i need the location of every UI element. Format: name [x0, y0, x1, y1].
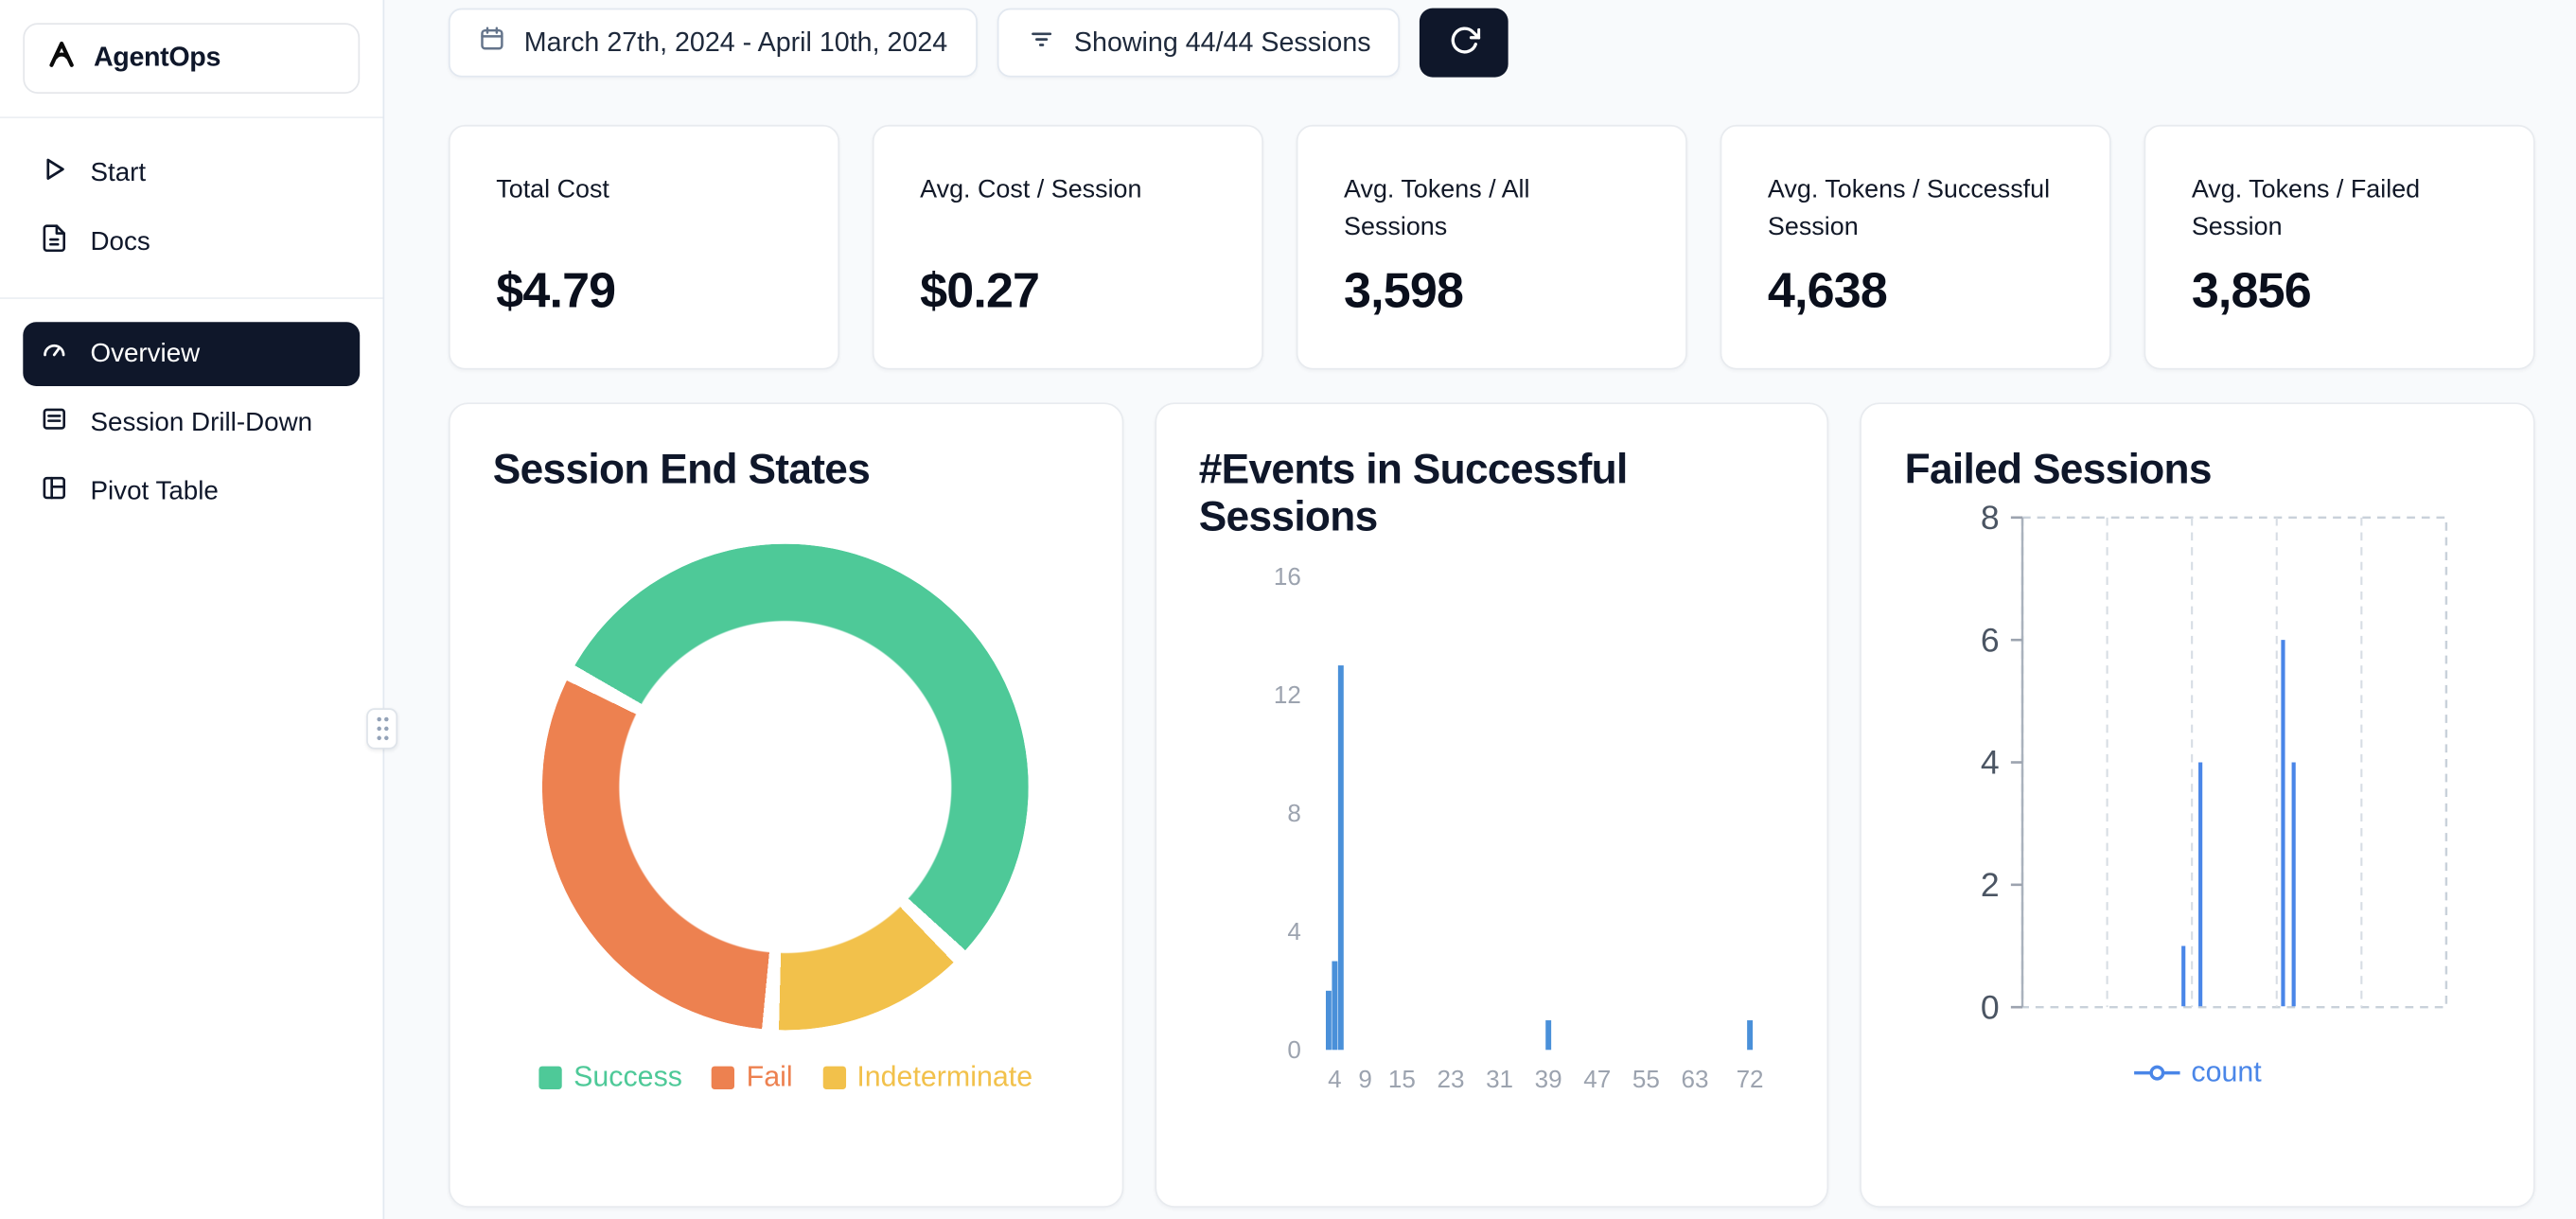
refresh-icon [1449, 25, 1481, 61]
stat-card-total-cost: Total Cost $4.79 [448, 124, 840, 370]
legend-label: Success [573, 1060, 682, 1093]
sidebar-item-label: Pivot Table [90, 477, 219, 505]
stats-row: Total Cost $4.79 Avg. Cost / Session $0.… [448, 124, 2535, 370]
failed-chart-legend[interactable]: count [1905, 1055, 2491, 1089]
failed-legend-label: count [2191, 1055, 2262, 1088]
svg-text:16: 16 [1273, 561, 1300, 590]
svg-text:47: 47 [1583, 1065, 1611, 1093]
stat-label: Avg. Tokens / Successful Session [1767, 175, 2051, 242]
list-panel-icon [40, 404, 69, 442]
main-content: March 27th, 2024 - April 10th, 2024 Show… [384, 0, 2576, 1219]
drag-dots-icon [376, 716, 388, 741]
stat-label: Avg. Cost / Session [920, 175, 1142, 204]
sidebar-item-session-drilldown[interactable]: Session Drill-Down [23, 391, 360, 455]
chart-title: Failed Sessions [1904, 447, 2213, 493]
donut-legend-item[interactable]: Fail [712, 1060, 793, 1094]
legend-swatch [712, 1066, 735, 1089]
legend-label: Fail [746, 1060, 793, 1093]
legend-label: Indeterminate [856, 1060, 1033, 1093]
svg-text:31: 31 [1486, 1065, 1513, 1093]
session-end-states-donut [542, 544, 1030, 1032]
svg-text:4: 4 [1982, 744, 2001, 782]
sidebar-divider [0, 116, 383, 118]
line-marker-icon [2133, 1065, 2180, 1081]
sidebar-item-label: Docs [90, 227, 150, 256]
sidebar-item-docs[interactable]: Docs [23, 210, 360, 274]
stat-value: 4,638 [1767, 264, 1888, 319]
failed-sessions-card: Failed Sessions 0 2 4 6 8 count [1860, 402, 2535, 1208]
brand-name: AgentOps [93, 43, 221, 73]
svg-text:4: 4 [1287, 916, 1300, 945]
agentops-logo-icon [44, 37, 79, 80]
svg-text:12: 12 [1273, 680, 1300, 708]
svg-text:0: 0 [1982, 989, 2001, 1027]
svg-text:0: 0 [1287, 1034, 1300, 1063]
stat-label: Avg. Tokens / All Sessions [1344, 175, 1530, 242]
sidebar-item-label: Overview [90, 339, 201, 367]
sessions-filter-label: Showing 44/44 Sessions [1073, 26, 1371, 57]
charts-row: Session End States Success Fail Indeterm… [448, 402, 2535, 1208]
chart-title: Session End States [492, 447, 871, 493]
filter-icon [1027, 24, 1056, 62]
donut-legend: Success Fail Indeterminate [493, 1060, 1079, 1094]
sidebar-resize-handle[interactable] [366, 708, 398, 750]
svg-text:4: 4 [1328, 1065, 1341, 1093]
stat-value: $0.27 [920, 264, 1040, 319]
donut-legend-item[interactable]: Indeterminate [821, 1060, 1033, 1094]
topbar: March 27th, 2024 - April 10th, 2024 Show… [448, 8, 2535, 78]
document-icon [40, 223, 69, 261]
failed-chart: 0 2 4 6 8 [1982, 500, 2448, 1027]
date-range-button[interactable]: March 27th, 2024 - April 10th, 2024 [448, 8, 978, 78]
stat-card-avg-tokens-all: Avg. Tokens / All Sessions 3,598 [1296, 124, 1687, 370]
stat-label: Avg. Tokens / Failed Session [2191, 175, 2421, 242]
svg-text:63: 63 [1681, 1065, 1708, 1093]
donut-legend-item[interactable]: Success [538, 1060, 682, 1094]
svg-text:2: 2 [1982, 867, 2001, 905]
sidebar-divider [0, 297, 383, 299]
sidebar-item-start[interactable]: Start [23, 141, 360, 205]
stat-card-avg-cost-session: Avg. Cost / Session $0.27 [872, 124, 1263, 370]
chart-title: #Events in Successful Sessions [1198, 447, 1629, 541]
date-range-label: March 27th, 2024 - April 10th, 2024 [523, 26, 948, 57]
calendar-icon [478, 25, 506, 61]
stat-value: 3,856 [2191, 264, 2312, 319]
sidebar-item-pivot-table[interactable]: Pivot Table [23, 460, 360, 524]
sidebar-item-label: Start [90, 158, 147, 187]
svg-text:8: 8 [1287, 798, 1300, 826]
sidebar-item-overview[interactable]: Overview [23, 322, 361, 386]
stat-card-avg-tokens-failed: Avg. Tokens / Failed Session 3,856 [2144, 124, 2535, 370]
session-end-states-card: Session End States Success Fail Indeterm… [448, 402, 1123, 1208]
legend-swatch [538, 1066, 562, 1089]
svg-text:72: 72 [1736, 1065, 1763, 1093]
gauge-icon [40, 335, 69, 373]
sessions-filter-button[interactable]: Showing 44/44 Sessions [997, 8, 1401, 78]
events-successful-sessions-card: #Events in Successful Sessions 0 4 8 12 16 4 9… [1154, 402, 1829, 1208]
svg-text:8: 8 [1982, 502, 2001, 538]
stat-label: Total Cost [496, 175, 609, 204]
svg-text:23: 23 [1437, 1065, 1464, 1093]
sidebar: AgentOps Start Docs [0, 0, 398, 1219]
legend-swatch [821, 1066, 846, 1089]
svg-text:15: 15 [1387, 1065, 1415, 1093]
svg-text:6: 6 [1982, 622, 2001, 660]
stat-value: 3,598 [1344, 264, 1464, 319]
stat-value: $4.79 [496, 264, 616, 319]
refresh-button[interactable] [1420, 8, 1509, 78]
sidebar-item-label: Session Drill-Down [90, 408, 313, 436]
brand-logo-box[interactable]: AgentOps [23, 23, 361, 94]
svg-text:9: 9 [1358, 1065, 1371, 1093]
svg-text:39: 39 [1534, 1065, 1561, 1093]
table-columns-icon [40, 473, 69, 511]
play-icon [40, 154, 69, 192]
svg-text:55: 55 [1632, 1065, 1659, 1093]
stat-card-avg-tokens-successful: Avg. Tokens / Successful Session 4,638 [1720, 124, 2111, 370]
